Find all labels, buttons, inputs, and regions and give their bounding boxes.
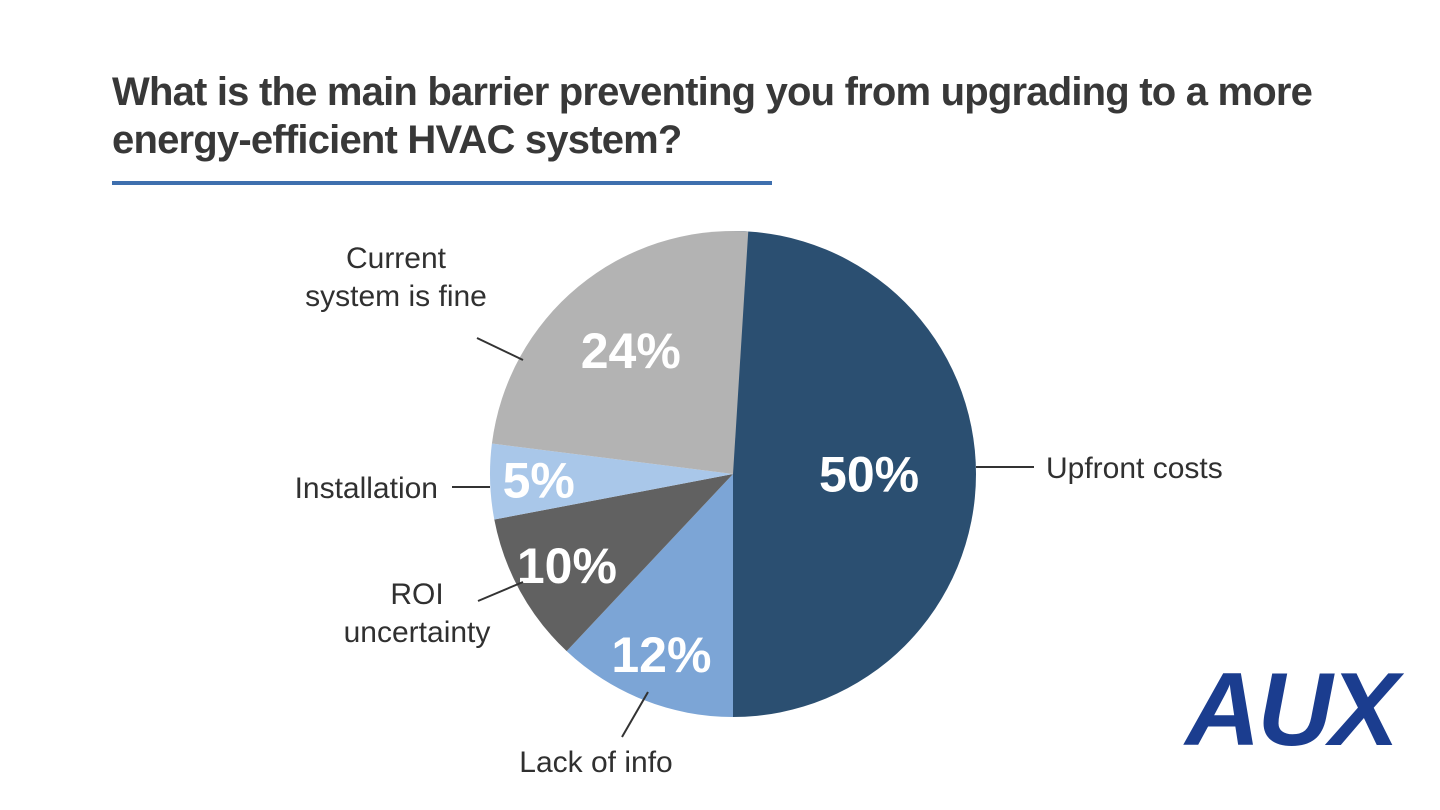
pie-label-lack-of-info: Lack of info (519, 746, 673, 779)
aux-brand-logo: AUX (1185, 652, 1399, 768)
leader-line (621, 691, 649, 738)
pie-slice-current-system-is-fine (491, 231, 749, 474)
pie-slice-installation (490, 443, 733, 520)
chart-title: What is the main barrier preventing you … (112, 68, 1372, 164)
pie-value-label: 50% (819, 447, 919, 503)
pie-slice-roi-uncertainty (494, 474, 733, 652)
pie-value-label: 24% (581, 323, 681, 379)
pie-slice-upfront-costs (733, 231, 976, 717)
pie-label-current-system-is-fine: Current system is fine (305, 242, 487, 313)
leader-line (477, 581, 524, 602)
pie-value-label: 10% (517, 538, 617, 594)
pie-label-roi-uncertainty: ROI uncertainty (343, 578, 491, 649)
chart-title-line1: What is the main barrier preventing you … (112, 70, 1313, 114)
pie-value-label: 12% (611, 627, 711, 683)
pie-value-label: 5% (503, 453, 575, 509)
pie-label-upfront-costs: Upfront costs (1046, 452, 1223, 485)
chart-title-line2: energy-efficient HVAC system? (112, 118, 682, 162)
pie-slice-lack-of-info (566, 474, 733, 717)
title-divider-rule (112, 181, 772, 185)
pie-label-installation: Installation (294, 472, 438, 505)
leader-line (476, 337, 524, 361)
